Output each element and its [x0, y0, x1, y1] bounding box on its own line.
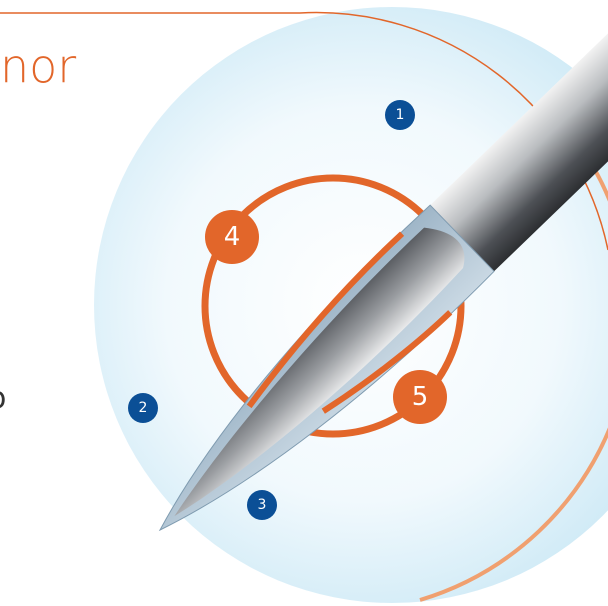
badge-label: 1 — [396, 107, 405, 123]
badge-label: 2 — [139, 400, 148, 416]
badge-label: 5 — [412, 382, 429, 412]
side-text: o — [0, 381, 6, 416]
title: nor — [0, 39, 76, 93]
badge-label: 3 — [258, 497, 267, 513]
illustration: nor o 1 2 3 4 5 — [0, 0, 608, 606]
badge-label: 4 — [224, 222, 241, 252]
